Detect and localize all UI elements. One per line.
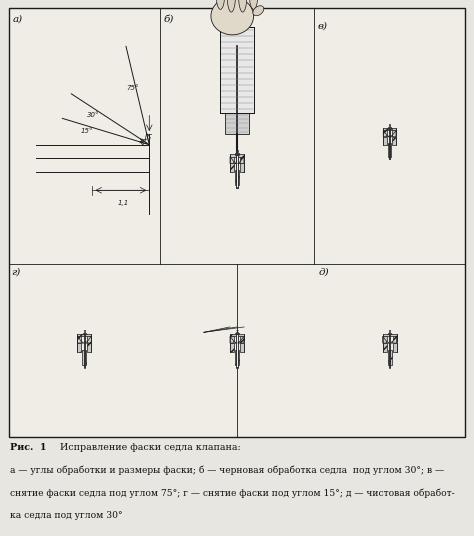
Bar [230, 154, 244, 157]
Polygon shape [85, 341, 88, 343]
Bar [389, 124, 390, 125]
Bar [236, 153, 238, 154]
Polygon shape [238, 341, 240, 343]
Bar [83, 349, 85, 365]
Text: снятие фаски седла под углом 75°; г — снятие фаски под углом 15°; д — чистовая о: снятие фаски седла под углом 75°; г — сн… [10, 488, 455, 498]
Polygon shape [387, 135, 389, 137]
Bar [230, 334, 244, 336]
Polygon shape [240, 336, 244, 343]
Text: а — углы обработки и размеры фаски; б — черновая обработка седла  под углом 30°;: а — углы обработки и размеры фаски; б — … [10, 466, 445, 475]
Ellipse shape [227, 0, 236, 12]
Polygon shape [383, 130, 387, 137]
Bar [393, 343, 397, 352]
Bar [82, 333, 87, 334]
Bar [383, 129, 396, 130]
Bar [383, 137, 387, 145]
Bar [77, 336, 81, 341]
Bar [387, 128, 392, 129]
Polygon shape [386, 341, 389, 343]
Bar [83, 367, 85, 368]
Polygon shape [88, 336, 91, 343]
Bar [383, 130, 387, 135]
Bar [9, 8, 465, 437]
Bar [230, 163, 234, 172]
Text: 1,1: 1,1 [118, 200, 129, 206]
Bar [392, 130, 396, 135]
Text: а): а) [12, 15, 22, 24]
Bar [383, 334, 397, 336]
Bar [388, 143, 392, 157]
Ellipse shape [249, 0, 258, 9]
Text: в): в) [318, 21, 328, 31]
Bar [236, 349, 238, 365]
Polygon shape [240, 157, 244, 163]
Polygon shape [391, 341, 393, 343]
Bar [236, 170, 238, 185]
Polygon shape [234, 341, 236, 343]
Bar [230, 343, 234, 352]
Bar [235, 333, 239, 334]
Polygon shape [77, 336, 81, 343]
Text: 30°: 30° [87, 112, 100, 118]
Polygon shape [230, 157, 234, 163]
Bar [235, 349, 239, 365]
Bar [235, 170, 239, 185]
Bar [240, 156, 244, 162]
Bar [88, 343, 91, 352]
Polygon shape [81, 341, 83, 343]
Polygon shape [383, 336, 386, 343]
Bar [77, 343, 81, 352]
Bar [230, 156, 234, 162]
Bar [240, 336, 244, 341]
Text: 15°: 15° [81, 128, 93, 134]
Bar [389, 367, 391, 368]
Bar [236, 187, 238, 188]
Polygon shape [230, 336, 234, 343]
Bar [389, 349, 391, 365]
Bar [240, 343, 244, 352]
Text: д): д) [319, 268, 329, 277]
Bar [240, 163, 244, 172]
Polygon shape [391, 135, 392, 137]
Bar [236, 367, 238, 368]
Bar [82, 349, 86, 365]
Bar [388, 349, 392, 365]
Bar [389, 129, 390, 159]
Bar [383, 343, 386, 352]
Text: Исправление фаски седла клапана:: Исправление фаски седла клапана: [51, 443, 241, 452]
Bar [84, 334, 85, 367]
Text: 75°: 75° [126, 85, 138, 91]
Ellipse shape [238, 0, 247, 12]
Bar [389, 143, 391, 157]
Text: Рис.  1: Рис. 1 [10, 443, 47, 452]
Polygon shape [234, 162, 236, 163]
Polygon shape [392, 130, 396, 137]
Text: б): б) [163, 15, 173, 24]
Bar [225, 113, 249, 134]
Bar [393, 336, 397, 341]
Ellipse shape [211, 0, 254, 35]
Bar [88, 336, 91, 341]
Bar [230, 336, 234, 341]
Text: ка седла под углом 30°: ка седла под углом 30° [10, 511, 123, 520]
Ellipse shape [253, 6, 264, 16]
Bar [77, 334, 91, 336]
Bar [235, 154, 239, 155]
Bar [220, 27, 254, 113]
Ellipse shape [216, 0, 225, 9]
Bar [389, 334, 390, 367]
Bar [392, 137, 396, 145]
Bar [383, 336, 386, 341]
Bar [387, 333, 392, 334]
Text: г): г) [11, 268, 21, 277]
Polygon shape [238, 162, 240, 163]
Polygon shape [393, 336, 397, 343]
